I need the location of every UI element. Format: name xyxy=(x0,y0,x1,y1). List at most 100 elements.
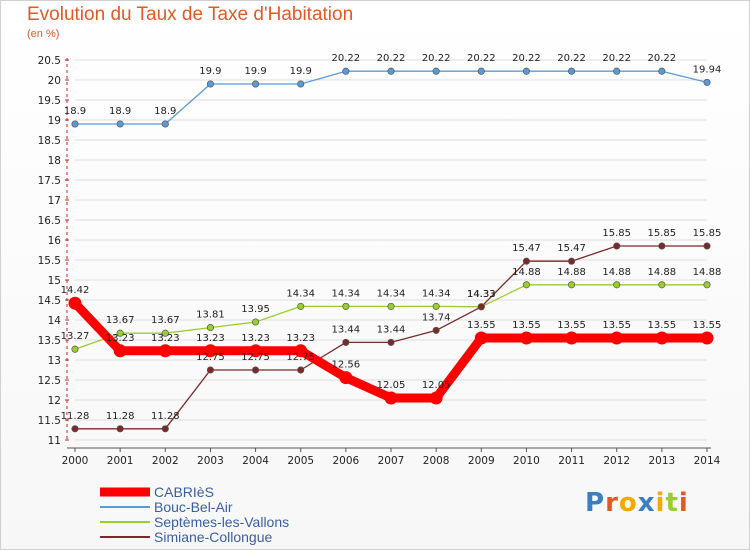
data-label: 14.88 xyxy=(557,267,586,278)
data-point xyxy=(387,302,395,310)
data-label: 13.23 xyxy=(196,333,225,344)
logo-letter: t xyxy=(665,488,679,518)
data-label: 12.56 xyxy=(332,360,361,371)
y-tick-labels: 11 11.5 12 12.5 13 13.5 14 14.5 15 15.5 16 16.5 17 17… xyxy=(38,55,62,447)
y-tick-label: 16.5 xyxy=(38,215,61,227)
data-point xyxy=(158,344,172,358)
logo-letter: i xyxy=(655,488,666,518)
data-label: 14.34 xyxy=(286,288,315,299)
data-point xyxy=(71,425,79,433)
data-label: 15.85 xyxy=(648,228,677,239)
data-label: 14.88 xyxy=(648,267,677,278)
logo-letter: o xyxy=(618,488,638,518)
data-label: 13.23 xyxy=(286,333,315,344)
data-label: 13.55 xyxy=(693,320,722,331)
logo-letter: x xyxy=(637,488,656,518)
data-point xyxy=(658,242,666,250)
data-point xyxy=(655,331,669,345)
data-point xyxy=(658,281,666,289)
data-point xyxy=(432,302,440,310)
data-point xyxy=(519,331,533,345)
data-label: 18.9 xyxy=(154,106,176,117)
data-point xyxy=(568,257,576,265)
data-point xyxy=(477,67,485,75)
data-label: 14.88 xyxy=(602,267,631,278)
y-tick-label: 19 xyxy=(48,115,61,127)
data-label: 13.81 xyxy=(196,310,225,321)
y-tick-label: 20 xyxy=(48,75,61,87)
data-point xyxy=(522,281,530,289)
x-tick-label: 2005 xyxy=(287,455,314,467)
legend: CABRIèSBouc-Bel-AirSeptèmes-les-VallonsS… xyxy=(100,484,289,545)
data-point xyxy=(477,303,485,311)
data-label: 20.22 xyxy=(422,53,451,64)
data-point xyxy=(432,326,440,334)
x-tick-label: 2003 xyxy=(197,455,224,467)
data-point xyxy=(68,296,82,310)
data-label: 11.28 xyxy=(106,411,135,422)
data-label: 12.75 xyxy=(196,352,225,363)
data-point xyxy=(71,345,79,353)
data-point xyxy=(113,344,127,358)
data-label: 14.88 xyxy=(693,267,722,278)
y-tick-label: 13.5 xyxy=(38,335,61,347)
y-tick-label: 11.5 xyxy=(38,415,61,427)
data-point xyxy=(252,318,260,326)
x-tick-labels: 2000 2001 2002 2003 2004 2005 2006 2007 2008 2009… xyxy=(62,455,721,467)
data-label: 18.9 xyxy=(109,106,131,117)
data-point xyxy=(294,344,308,358)
data-point xyxy=(161,120,169,128)
data-point xyxy=(703,78,711,86)
data-point xyxy=(252,366,260,374)
data-label: 12.75 xyxy=(241,352,270,363)
data-label: 20.22 xyxy=(557,53,586,64)
data-point xyxy=(610,331,624,345)
x-tick-label: 2004 xyxy=(242,455,269,467)
data-label: 19.9 xyxy=(244,66,266,77)
data-point xyxy=(387,67,395,75)
data-label: 15.85 xyxy=(693,228,722,239)
data-label: 14.34 xyxy=(422,288,451,299)
y-tick-label: 17 xyxy=(48,195,61,207)
data-point xyxy=(568,281,576,289)
data-point xyxy=(522,67,530,75)
data-point xyxy=(297,302,305,310)
data-point xyxy=(342,338,350,346)
data-point xyxy=(613,242,621,250)
x-tick-label: 2008 xyxy=(423,455,450,467)
y-tick-label: 15.5 xyxy=(38,255,61,267)
data-point xyxy=(116,329,124,337)
data-point xyxy=(703,281,711,289)
x-tick-label: 2009 xyxy=(468,455,495,467)
data-label: 12.05 xyxy=(377,380,406,391)
data-label: 14.88 xyxy=(512,267,541,278)
data-label: 14.34 xyxy=(377,288,406,299)
y-tick-label: 15 xyxy=(48,275,61,287)
data-label: 19.9 xyxy=(199,66,221,77)
data-point xyxy=(700,331,714,345)
x-tick-label: 2012 xyxy=(603,455,630,467)
data-label: 15.85 xyxy=(602,228,631,239)
data-point xyxy=(297,366,305,374)
data-label: 19.9 xyxy=(290,66,312,77)
y-tick-label: 20.5 xyxy=(38,55,61,67)
data-label: 11.28 xyxy=(61,411,90,422)
data-point xyxy=(116,425,124,433)
data-label: 13.23 xyxy=(106,333,135,344)
data-point xyxy=(565,331,579,345)
data-label: 13.55 xyxy=(557,320,586,331)
data-point xyxy=(568,67,576,75)
data-label: 15.47 xyxy=(512,243,541,254)
data-point xyxy=(613,281,621,289)
legend-label: Bouc-Bel-Air xyxy=(154,499,233,515)
y-tick-label: 14.5 xyxy=(38,295,61,307)
data-point xyxy=(161,329,169,337)
data-point xyxy=(297,80,305,88)
data-label: 14.33 xyxy=(467,289,496,300)
data-label: 13.55 xyxy=(512,320,541,331)
data-label: 13.67 xyxy=(106,315,135,326)
x-tick-label: 2011 xyxy=(558,455,585,467)
data-point xyxy=(203,344,217,358)
